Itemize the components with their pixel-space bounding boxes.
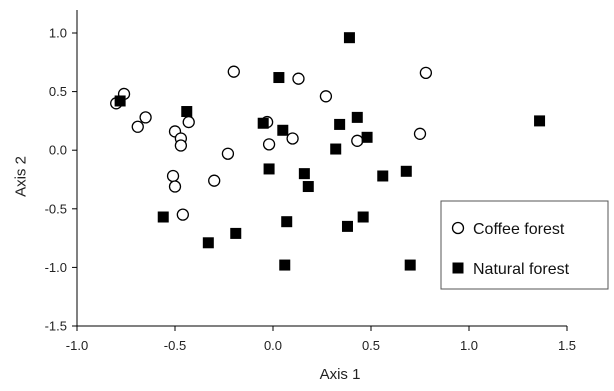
data-markers [110,32,546,271]
natural-forest-point [298,168,310,180]
coffee-forest-point [168,180,182,193]
y-axis-ticks: 1.0 0.5 0.0 -0.5 -1.0 -1.5 [45,26,77,334]
legend-label-natural-forest: Natural forest [473,261,570,278]
y-tick-label: 0.0 [49,143,67,158]
natural-forest-point [377,170,389,182]
y-tick-label: 0.5 [49,84,67,99]
natural-forest-point [157,211,169,223]
natural-forest-point [279,259,291,271]
coffee-forest-point [131,120,144,133]
x-tick-label: 0.0 [264,338,282,353]
coffee-forest-point [182,115,195,129]
natural-forest-point [181,106,193,118]
natural-forest-point [351,111,363,123]
y-tick-label: -0.5 [45,201,67,216]
coffee-forest-point [227,65,240,78]
natural-forest-point [273,72,285,84]
legend-box [440,200,609,290]
natural-forest-point [334,118,346,130]
coffee-forest-point [262,138,276,151]
x-tick-label: 1.5 [558,338,576,353]
x-tick-label: 1.0 [460,338,478,353]
coffee-forest-point [174,139,188,152]
natural-forest-point [302,181,314,193]
coffee-forest-point [166,169,180,183]
natural-forest-point [341,220,353,232]
plot-area: -1.0 -0.5 0.0 0.5 1.0 1.5 1.00.50.0-0.5-1.0-1… [45,10,576,353]
legend-label-coffee-forest: Coffee forest [473,221,565,238]
y-axis-title: Axis 2 [12,156,29,197]
natural-forest-point [330,143,342,155]
natural-forest-point [114,95,126,107]
coffee-forest-point [413,127,427,140]
natural-forest-point [404,259,416,271]
x-tick-label: -0.5 [164,338,186,353]
y-tick-label: 1.0 [49,26,67,41]
coffee-forest-point [419,66,433,79]
natural-forest-point [534,115,546,127]
coffee-forest-point [139,111,152,124]
coffee-forest-point [319,90,333,103]
natural-forest-point [202,237,214,249]
coffee-forest-point [292,72,305,85]
legend-filled-square-icon [452,262,464,274]
natural-forest-point [357,211,369,223]
coffee-forest-point [221,147,235,160]
coffee-forest-point [351,134,364,147]
legend-open-circle-icon [451,221,465,235]
natural-forest-point [400,165,412,177]
natural-forest-point [230,227,242,239]
legend: Coffee forest Natural forest [440,200,609,290]
natural-forest-point [263,163,275,175]
coffee-forest-point [176,208,189,221]
y-tick-label: -1.5 [45,319,67,334]
x-axis-ticks: -1.0 -0.5 0.0 0.5 1.0 1.5 [66,326,576,353]
natural-forest-point [257,117,269,129]
natural-forest-point [361,131,373,143]
natural-forest-point [277,124,289,136]
x-axis-title: Axis 1 [320,366,361,383]
y-tick-label: -1.0 [45,260,67,275]
natural-forest-point [281,216,293,228]
x-tick-label: -1.0 [66,338,88,353]
coffee-forest-point [208,174,221,187]
x-tick-label: 0.5 [362,338,380,353]
coffee-forest-point [286,132,299,145]
natural-forest-point [343,32,355,44]
